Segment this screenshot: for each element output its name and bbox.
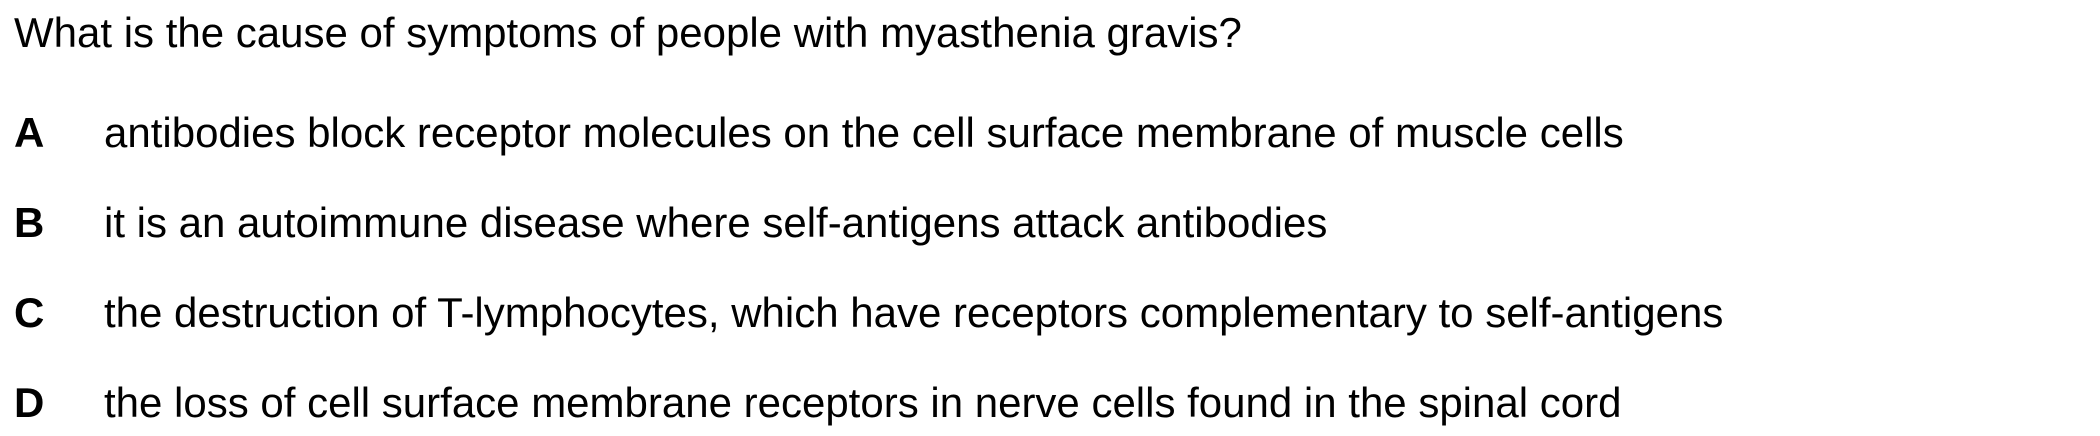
option-b: B it is an autoimmune disease where self… xyxy=(0,195,2100,251)
option-a-letter: A xyxy=(14,109,45,156)
option-c: C the destruction of T-lymphocytes, whic… xyxy=(0,285,2100,341)
question-text: What is the cause of symptoms of people … xyxy=(14,9,1242,56)
option-d: D the loss of cell surface membrane rece… xyxy=(0,375,2100,431)
option-b-letter: B xyxy=(14,199,45,246)
option-d-letter: D xyxy=(14,379,45,426)
option-c-letter: C xyxy=(14,289,45,336)
option-c-text: the destruction of T-lymphocytes, which … xyxy=(104,289,1724,336)
option-b-text: it is an autoimmune disease where self-a… xyxy=(104,199,1328,246)
option-d-text: the loss of cell surface membrane recept… xyxy=(104,379,1622,426)
option-a-text: antibodies block receptor molecules on t… xyxy=(104,109,1624,156)
option-a: A antibodies block receptor molecules on… xyxy=(0,105,2100,161)
